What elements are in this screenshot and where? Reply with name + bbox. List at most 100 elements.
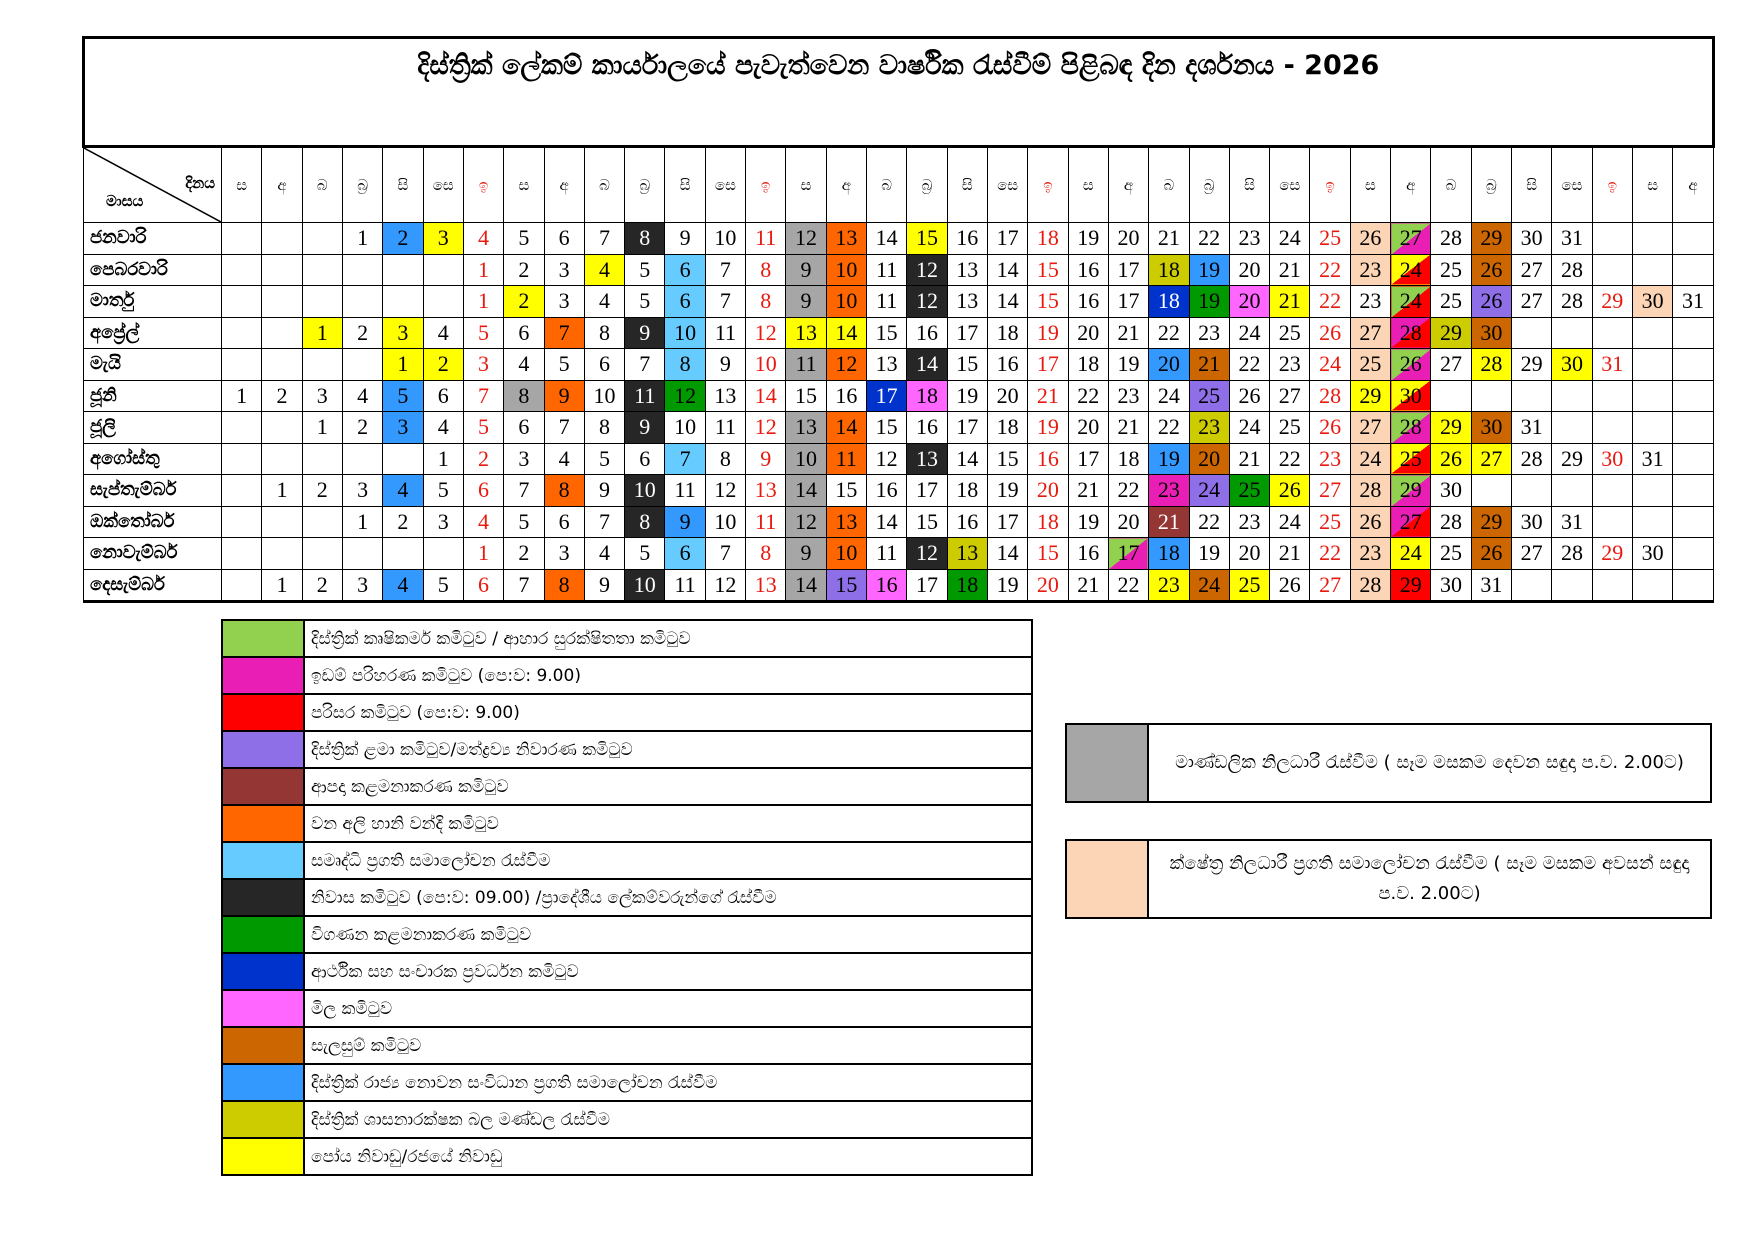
day-cell: 29 (1470, 505, 1513, 538)
day-cell: 14 (785, 568, 827, 603)
day-cell: 9 (624, 411, 666, 444)
day-cell: 3 (503, 442, 545, 475)
day-cell (341, 442, 384, 475)
day-cell (1672, 379, 1714, 412)
day-cell: 1 (462, 537, 505, 570)
day-cell: 15 (865, 411, 908, 444)
day-cell: 8 (704, 442, 747, 475)
weekday-header: සෙ (1551, 146, 1593, 223)
day-cell: 8 (543, 568, 585, 603)
day-cell: 20 (1228, 537, 1271, 570)
legend-row: දිස්ත්‍රික් ළමා කමිටුව/මත්ද්‍රව්‍ය නිවාර… (221, 730, 1033, 769)
day-cell: 25 (1269, 411, 1311, 444)
legend-swatch (1067, 725, 1149, 801)
day-cell: 24 (1188, 568, 1230, 603)
month-name: සැප්තැම්බර් (83, 474, 222, 507)
day-cell: 24 (1188, 474, 1230, 507)
weekday-header: ස (1631, 146, 1674, 223)
day-cell: 27 (1309, 474, 1351, 507)
day-cell: 5 (624, 537, 666, 570)
day-cell (1672, 222, 1714, 255)
day-cell (1591, 568, 1633, 603)
legend-swatch (221, 1137, 305, 1176)
day-cell: 7 (583, 505, 626, 538)
day-cell (1510, 474, 1553, 507)
day-cell (1551, 411, 1593, 444)
month-name: අප්‍රේල් (83, 316, 222, 349)
legend-swatch (221, 730, 305, 769)
day-cell: 6 (422, 379, 464, 412)
day-cell (382, 285, 424, 318)
day-cell: 7 (704, 253, 747, 286)
day-cell: 28 (1349, 474, 1392, 507)
day-cell: 10 (624, 474, 666, 507)
day-cell: 31 (1470, 568, 1513, 603)
day-cell: 15 (825, 568, 868, 603)
day-cell: 5 (624, 285, 666, 318)
day-cell (301, 253, 343, 286)
day-cell (301, 537, 343, 570)
day-cell: 26 (1390, 348, 1432, 381)
day-cell: 28 (1551, 285, 1593, 318)
day-cell: 5 (543, 348, 585, 381)
day-cell: 14 (865, 505, 908, 538)
table-row: දෙසැම්බර් 1 2 3 4 5 6 7 8 9 10 11 12 13 14 15 16 17 18 19 20… (83, 568, 1714, 603)
day-cell: 19 (1188, 537, 1230, 570)
day-cell: 15 (946, 348, 988, 381)
day-cell: 5 (503, 505, 545, 538)
day-cell: 5 (422, 474, 464, 507)
day-cell: 6 (664, 537, 706, 570)
day-cell (220, 411, 263, 444)
day-cell: 10 (825, 285, 868, 318)
month-name: මැයි (83, 348, 222, 381)
day-cell: 20 (1027, 474, 1069, 507)
day-cell (382, 442, 424, 475)
day-cell: 5 (462, 316, 505, 349)
day-cell (1631, 316, 1674, 349)
legend-label: පෝය නිවාඩු/රජයේ නිවාඩු (303, 1137, 1033, 1176)
day-cell: 8 (624, 505, 666, 538)
legend-row: විගණන කළමනාකරණ කමිටුව (221, 915, 1033, 954)
weekday-header: අ (825, 146, 868, 223)
day-cell: 30 (1591, 442, 1633, 475)
table-row: අප්‍රේල් 1 2 3 4 5 6 7 8 9 10 11 12 13 14 15 16 17 18 19 20 2… (83, 316, 1714, 349)
legend-row: නිවාස කමිටුව (පෙ:ව: 09.00) /ප්‍රාදේශීය ල… (221, 878, 1033, 917)
month-name: ඔක්තෝබර් (83, 505, 222, 538)
day-cell: 24 (1228, 411, 1271, 444)
legend-row: දිස්ත්‍රික් රාජ්‍ය නොවන සංවිධාන ප්‍රගති … (221, 1063, 1033, 1102)
legend-swatch (221, 1026, 305, 1065)
day-cell: 27 (1390, 222, 1432, 255)
day-cell (422, 253, 464, 286)
day-cell: 4 (422, 411, 464, 444)
legend-swatch (221, 841, 305, 880)
day-cell: 4 (583, 253, 626, 286)
weekday-header: ඉ (462, 146, 505, 223)
day-cell: 9 (785, 537, 827, 570)
day-cell: 21 (1269, 253, 1311, 286)
day-cell: 2 (301, 568, 343, 603)
day-cell (1672, 316, 1714, 349)
day-cell: 21 (1148, 222, 1190, 255)
day-cell (1631, 348, 1674, 381)
day-cell: 11 (664, 474, 706, 507)
day-cell (261, 316, 303, 349)
day-cell: 3 (543, 285, 585, 318)
day-cell: 17 (946, 411, 988, 444)
day-cell: 12 (785, 505, 827, 538)
day-cell: 10 (583, 379, 626, 412)
day-cell: 28 (1551, 537, 1593, 570)
day-cell: 18 (1067, 348, 1109, 381)
weekday-header: බ්‍ර (341, 146, 384, 223)
day-cell: 20 (1228, 285, 1271, 318)
day-cell: 24 (1390, 253, 1432, 286)
day-cell: 12 (745, 316, 787, 349)
day-cell: 17 (986, 222, 1029, 255)
day-cell: 25 (1390, 442, 1432, 475)
day-cell: 2 (462, 442, 505, 475)
day-cell: 28 (1349, 568, 1392, 603)
day-cell: 6 (664, 285, 706, 318)
day-cell (261, 537, 303, 570)
legend-label: සැලසුම් කමිටුව (303, 1026, 1033, 1065)
day-cell: 16 (906, 316, 948, 349)
day-cell (1672, 348, 1714, 381)
